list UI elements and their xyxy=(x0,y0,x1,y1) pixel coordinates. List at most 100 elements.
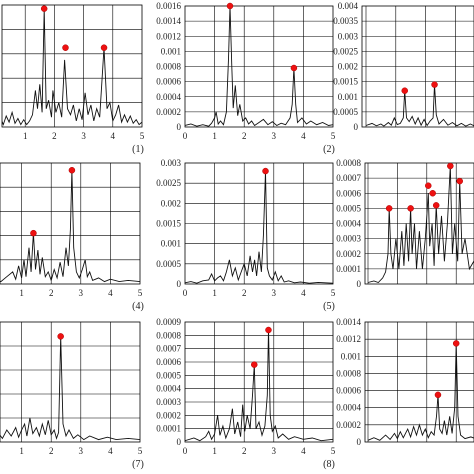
plot-frame xyxy=(184,321,334,443)
series-line xyxy=(2,8,142,126)
x-tick-label: 1 xyxy=(19,446,24,456)
panel-label: (7) xyxy=(132,459,144,470)
peak-marker xyxy=(429,190,436,197)
x-tick-label: 5 xyxy=(138,446,143,456)
y-tick-label: 0.003 xyxy=(338,31,359,41)
x-tick-label: 4 xyxy=(108,446,113,456)
peak-marker xyxy=(385,205,393,212)
y-tick-label: 0.0005 xyxy=(156,370,181,380)
x-tick-label: 2 xyxy=(49,288,54,298)
y-tick-label: 0 xyxy=(177,437,182,447)
y-tick-label: 0.002 xyxy=(338,62,358,72)
series-line xyxy=(185,171,333,284)
series-line xyxy=(0,336,140,441)
peak-marker xyxy=(434,391,442,399)
y-tick-label: 0.0012 xyxy=(156,31,181,41)
peak-marker xyxy=(425,182,432,189)
y-tick-label: 0.003 xyxy=(161,158,182,168)
y-tick-label: 0.0015 xyxy=(156,219,181,229)
y-tick-label: 0.0006 xyxy=(336,188,361,198)
x-tick-label: 2 xyxy=(49,446,54,456)
peak-marker xyxy=(456,177,463,185)
series-line xyxy=(185,6,333,127)
peak-marker xyxy=(290,64,298,72)
x-tick-label: 1 xyxy=(23,131,28,141)
y-tick-label: 0.0035 xyxy=(333,16,358,26)
x-tick-label: 0 xyxy=(183,288,188,298)
series-line xyxy=(367,165,474,284)
y-tick-label: 0.001 xyxy=(341,351,361,361)
peak-marker xyxy=(100,44,108,51)
peak-marker xyxy=(452,340,460,347)
plot-frame xyxy=(364,321,474,443)
x-tick-label: 0 xyxy=(183,446,188,456)
x-tick-label: 4 xyxy=(108,288,113,298)
y-tick-label: 0.0002 xyxy=(156,410,181,420)
x-tick-label: 3 xyxy=(79,288,84,298)
x-tick-label: 5 xyxy=(140,131,145,141)
y-tick-label: 0.0014 xyxy=(336,317,361,327)
x-tick-label: 1 xyxy=(212,288,217,298)
x-tick-label: 2 xyxy=(242,288,247,298)
y-tick-label: 0 xyxy=(357,279,362,289)
series-line xyxy=(367,343,474,441)
peak-marker xyxy=(432,202,440,209)
chart-panel-8: 0 1 2 3 4 5 0 0.0001 0.0002 0.0003 0.0004 0.0005 0.0… xyxy=(156,317,336,470)
y-tick-label: 0.0004 xyxy=(156,92,181,102)
y-tick-label: 0.0007 xyxy=(336,173,361,183)
y-tick-label: 0.0025 xyxy=(333,46,358,56)
x-tick-label: 5 xyxy=(331,446,336,456)
y-tick-label: 0.0012 xyxy=(336,334,361,344)
chart-panel-9: 0 0.0002 0.0004 0.0006 0.0008 0.001 0.0012 0.00… xyxy=(336,317,474,447)
chart-panel-7: 1 2 3 4 5 (7) xyxy=(0,321,144,470)
y-tick-label: 0.0001 xyxy=(156,424,181,434)
y-tick-label: 0.0008 xyxy=(156,330,181,340)
panel-label: (8) xyxy=(323,459,335,470)
y-tick-label: 0.0001 xyxy=(336,264,361,274)
y-tick-label: 0.0006 xyxy=(336,386,361,396)
y-tick-label: 0.0016 xyxy=(156,1,181,11)
y-tick-label: 0.0006 xyxy=(156,357,181,367)
x-tick-label: 1 xyxy=(212,446,217,456)
y-tick-label: 0.0005 xyxy=(336,203,361,213)
peak-marker xyxy=(265,326,272,334)
y-tick-label: 0.004 xyxy=(338,1,359,11)
x-tick-label: 2 xyxy=(242,446,247,456)
plot-frame xyxy=(1,4,143,128)
y-tick-label: 0.0025 xyxy=(156,178,181,188)
plot-frame xyxy=(0,162,141,285)
x-tick-label: 3 xyxy=(272,288,277,298)
peak-marker xyxy=(226,2,234,10)
panel-label: (1) xyxy=(132,144,144,155)
y-tick-label: 0.0014 xyxy=(156,16,181,26)
x-tick-label: 3 xyxy=(81,131,86,141)
x-tick-label: 4 xyxy=(301,131,306,141)
x-tick-label: 0 xyxy=(183,131,188,141)
chart-panel-3: 0 0.0005 0.001 0.0015 0.002 0.0025 0.003 0.0035… xyxy=(333,1,474,132)
y-tick-label: 0.0003 xyxy=(156,397,181,407)
panel-label: (4) xyxy=(132,301,144,312)
x-tick-label: 1 xyxy=(212,131,217,141)
y-tick-label: 0.001 xyxy=(338,92,358,102)
chart-panel-6: 0 0.0001 0.0002 0.0003 0.0004 0.0005 0.0006 0.0… xyxy=(336,158,474,289)
series-line xyxy=(185,328,333,442)
x-tick-label: 4 xyxy=(301,288,306,298)
y-tick-label: 0.0004 xyxy=(336,219,361,229)
y-tick-label: 0.0005 xyxy=(333,107,358,117)
panel-label: (2) xyxy=(323,144,335,155)
peak-marker xyxy=(30,229,37,237)
x-tick-label: 3 xyxy=(272,446,277,456)
peak-marker xyxy=(262,167,269,175)
y-tick-label: 0.001 xyxy=(161,239,181,249)
x-tick-label: 3 xyxy=(272,131,277,141)
y-tick-label: 0.0008 xyxy=(336,368,361,378)
panel-label: (5) xyxy=(323,301,335,312)
y-tick-label: 0 xyxy=(354,122,359,132)
y-tick-label: 0 xyxy=(177,279,182,289)
y-tick-label: 0.0005 xyxy=(156,259,181,269)
y-tick-label: 0.0009 xyxy=(156,317,181,327)
peak-marker xyxy=(251,361,258,368)
y-tick-label: 0.0006 xyxy=(156,77,181,87)
chart-panel-1: 1 2 3 4 5 (1) xyxy=(1,4,145,155)
y-tick-label: 0.0004 xyxy=(156,384,181,394)
